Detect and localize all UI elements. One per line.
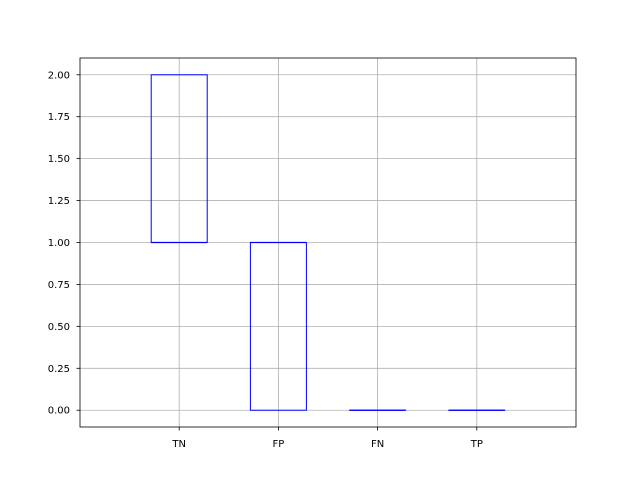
y-tick-label: 1.75 <box>48 112 70 123</box>
y-tick-label: 1.00 <box>48 238 70 249</box>
y-tick-label: 0.75 <box>48 280 70 291</box>
grid-lines <box>80 58 576 427</box>
y-tick-label: 1.25 <box>48 196 70 207</box>
x-tick-label: TP <box>470 439 483 450</box>
y-tick-label: 1.50 <box>48 154 70 165</box>
x-tick-label: TN <box>171 439 186 450</box>
x-tick-label: FP <box>273 439 285 450</box>
y-tick-label: 0.25 <box>48 364 70 375</box>
axis-ticks: 0.00 0.25 0.50 0.75 1.00 1.25 1.50 1.75 2.00 TN FP… <box>48 70 483 450</box>
y-tick-label: 2.00 <box>48 70 70 81</box>
boxes <box>150 74 506 411</box>
x-tick-label: FN <box>371 439 384 450</box>
y-tick-label: 0.00 <box>48 406 70 417</box>
y-tick-label: 0.50 <box>48 322 70 333</box>
